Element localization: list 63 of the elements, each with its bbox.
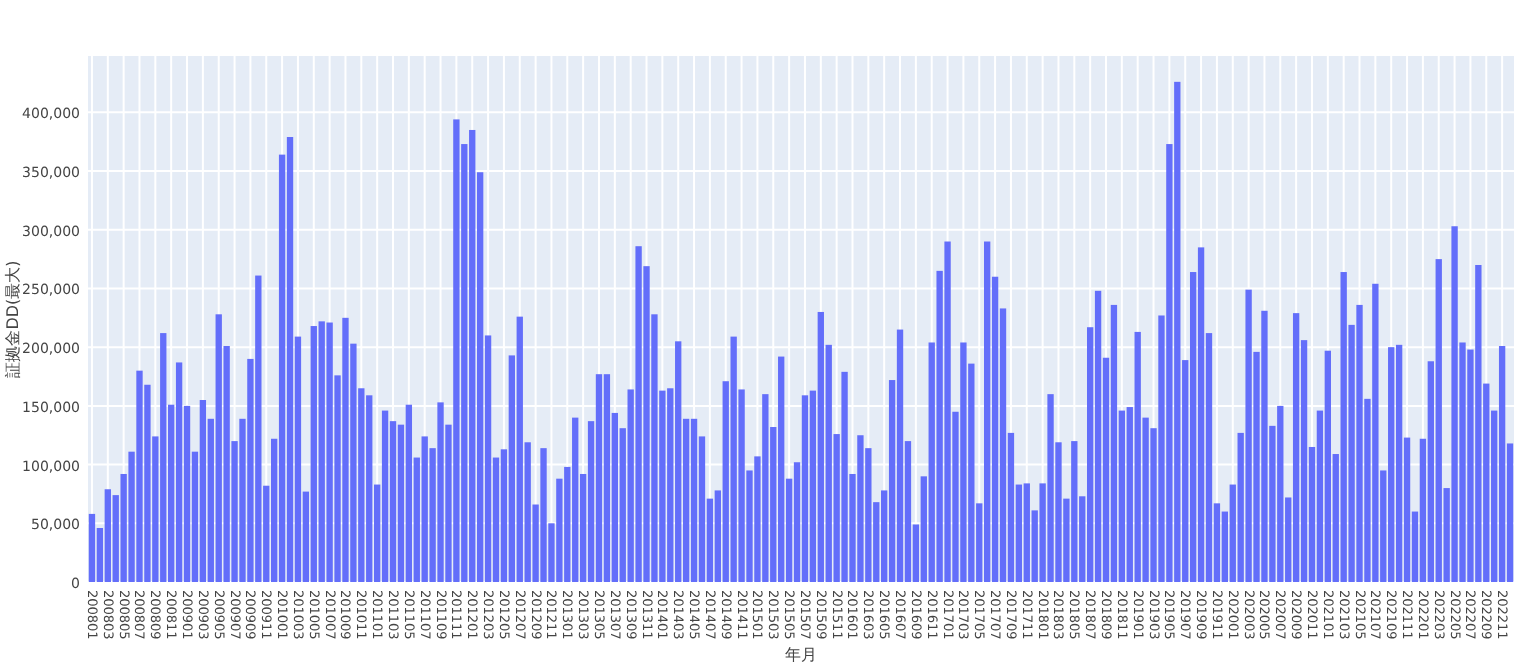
bar: [1023, 483, 1030, 582]
bar: [603, 374, 611, 582]
bar: [437, 402, 444, 582]
bar: [318, 321, 325, 582]
bar: [1047, 394, 1054, 582]
bar: [801, 395, 809, 582]
bar: [595, 374, 603, 582]
bar: [1134, 331, 1141, 582]
bar: [104, 489, 111, 582]
bar: [1245, 289, 1252, 582]
bar: [762, 394, 769, 582]
bar: [635, 246, 642, 582]
bar: [1174, 81, 1181, 582]
bar: [896, 329, 904, 582]
bar: [381, 410, 389, 582]
bar: [1451, 226, 1458, 582]
bar: [405, 404, 413, 582]
bar: [1197, 247, 1205, 582]
bar: [841, 371, 848, 582]
bar: [1356, 304, 1363, 582]
bar: [1475, 264, 1482, 582]
bar: [1340, 272, 1347, 582]
bar: [469, 129, 476, 582]
bar: [1498, 346, 1506, 582]
bar: [255, 275, 262, 582]
bar: [1435, 259, 1442, 582]
bar: [944, 241, 951, 582]
bar: [1292, 313, 1300, 582]
bar: [675, 341, 682, 582]
bar: [817, 311, 824, 582]
bar: [778, 356, 785, 582]
bar: [960, 342, 967, 582]
bar: [286, 137, 294, 582]
x-axis-title: 年月: [785, 646, 817, 664]
bar: [1395, 344, 1403, 582]
bar: [342, 317, 349, 582]
bar: [1372, 283, 1379, 582]
y-axis-title: 証拠金DD(最大): [4, 260, 22, 378]
bar: [453, 119, 460, 582]
bar: [984, 241, 991, 582]
bar: [1094, 290, 1102, 582]
bar: [1277, 405, 1284, 582]
bar: [175, 362, 183, 582]
bar: [516, 316, 523, 582]
bar: [326, 322, 333, 582]
bar: [366, 395, 373, 582]
bar: [730, 336, 737, 582]
bar: [310, 326, 317, 582]
bar: [421, 436, 428, 582]
bar: [1110, 304, 1118, 582]
bar: [540, 448, 547, 582]
bar: [1071, 441, 1078, 582]
bar: [88, 513, 96, 582]
bar: [1261, 310, 1268, 582]
bar: [215, 314, 222, 582]
bar: [857, 435, 864, 582]
bar: [1388, 347, 1395, 582]
bar: [199, 400, 207, 582]
bar: [136, 370, 143, 582]
bar: [690, 418, 698, 582]
bar: [572, 417, 579, 582]
bar: [160, 333, 167, 582]
bar: [1324, 350, 1331, 582]
